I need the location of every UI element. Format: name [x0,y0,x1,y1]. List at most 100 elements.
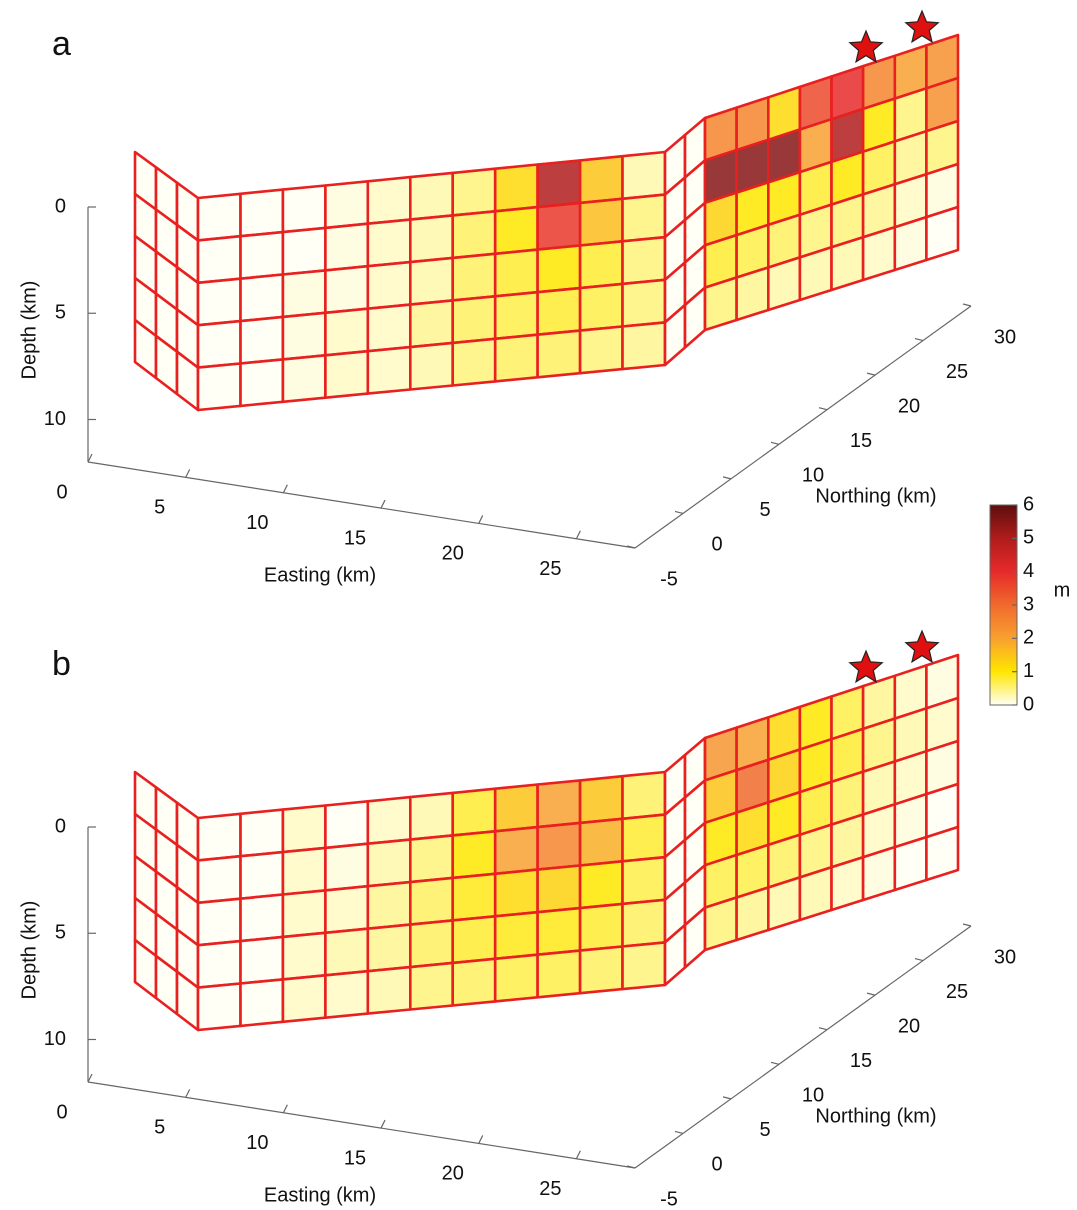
y-tick [770,1061,780,1065]
slip-patch [621,193,667,243]
slip-patch [408,341,455,391]
slip-patch [703,896,738,952]
slip-patch [578,325,624,375]
slip-patch [196,939,242,989]
x-tick [380,1119,386,1129]
slip-patch [493,825,539,876]
y-tick-label: 10 [802,1085,824,1107]
slip-patch [196,319,242,369]
y-tick-label: -5 [660,1188,678,1210]
slip-patch [366,923,412,973]
slip-patch [893,835,928,892]
slip-patch [536,864,582,914]
x-tick-label: 20 [442,543,464,565]
colorbar-tick-label: 4 [1023,560,1034,582]
slip-patch [239,808,285,858]
y-tick-label: 5 [759,499,770,521]
slip-patch [281,846,327,896]
slip-patch [408,171,455,221]
slip-patch [621,898,667,948]
slip-patch [925,825,960,882]
slip-patch [366,345,412,395]
slip-patch [830,235,865,292]
slip-patch [324,799,370,850]
panel: b 0 5 10 0 5 10 15 20 25 -5 0 5 10 15 20 25 30 Depth (km) E… [18,629,1016,1210]
x-tick-label: 0 [56,481,67,503]
slip-patch [536,286,582,337]
slip-patch [493,248,539,298]
x-tick-label: 25 [539,558,561,580]
slip-patch [830,855,865,912]
slip-patch [366,175,412,225]
slip-patch [239,978,285,1028]
slip-patch [366,260,412,311]
slip-patch [324,349,370,400]
x-tick-label: 5 [154,1117,165,1139]
slip-patch [408,919,455,969]
slip-patch [451,252,497,302]
z-tick-label: 0 [55,195,66,217]
slip-patch [408,214,455,264]
slip-patch [536,329,582,379]
y-tick-label: 20 [898,1015,920,1037]
slip-patch [408,834,455,884]
slip-patch [451,210,497,260]
y-tick [722,1096,732,1100]
northing-axis [634,305,972,549]
slip-patch [366,218,412,268]
slip-patch [324,180,370,230]
y-axis-label: Northing (km) [815,1105,936,1127]
slip-patch [196,192,242,242]
colorbar: 0 1 2 3 4 5 6 m [989,493,1071,715]
colorbar-tick-label: 5 [1023,527,1034,549]
y-tick [818,1027,828,1031]
slip-patch [324,842,370,892]
x-axis-label: Easting (km) [264,564,376,586]
slip-patch [493,910,539,961]
x-tick-label: 25 [539,1178,561,1200]
slip-patch [408,256,455,306]
slip-patch [281,931,327,981]
slip-patch [621,278,667,328]
slip-patch [621,855,667,906]
slip-patch [536,244,582,294]
slip-patch [451,167,497,217]
slip-patch [408,299,455,349]
slip-patch [621,150,667,201]
x-tick-label: 10 [246,1132,268,1154]
panel-label: a [52,25,71,63]
slip-patch [735,886,770,942]
slip-patch [324,927,370,977]
slip-patch [578,240,624,290]
slip-patch [621,813,667,863]
z-tick-label: 5 [55,302,66,324]
colorbar-tick-label: 2 [1023,627,1034,649]
y-axis-label: Northing (km) [815,485,936,507]
slip-patch [536,159,582,209]
x-tick-label: 15 [344,1147,366,1169]
slip-patch [451,294,497,345]
slip-patch [578,817,624,867]
slip-patch [621,235,667,286]
slip-patch [196,854,242,905]
slip-patch [239,893,285,943]
colorbar-tick-label: 3 [1023,593,1034,615]
x-tick-label: 10 [246,512,268,534]
colorbar-label: m [1054,579,1071,601]
slip-patch [451,872,497,922]
slip-patch [239,188,285,238]
slip-patch [578,154,624,205]
y-tick [962,923,972,927]
y-tick [626,1165,636,1169]
slip-patch [408,961,455,1011]
slip-patch [578,945,624,995]
slip-patch [196,982,242,1032]
slip-patch [451,787,497,837]
slip-patch [925,205,960,262]
slip-patch [536,949,582,999]
slip-patch [493,290,539,341]
slip-patch [324,307,370,357]
slip-patch [493,953,539,1003]
z-tick-label: 0 [55,815,66,837]
colorbar-tick-label: 1 [1023,660,1034,682]
